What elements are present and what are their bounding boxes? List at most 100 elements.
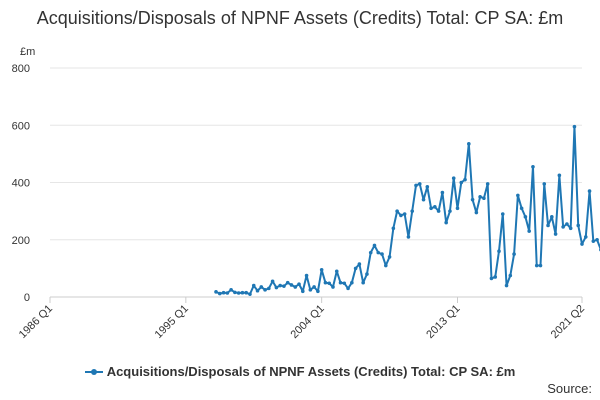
data-point: 2007 Q2: 155 (368, 250, 373, 255)
data-point: 2010 Q4: 340 (421, 197, 426, 202)
y-tick-label: 400 (12, 178, 30, 190)
data-point: 1997 Q1: 18 (214, 290, 218, 294)
data-point: 2006 Q1: 50 (350, 280, 354, 285)
x-tick-label: 2004 Q1 (288, 303, 326, 341)
data-point: 1999 Q4: 22 (255, 288, 260, 293)
data-point: 2021 Q4: 370 (587, 189, 592, 193)
data-point: 1997 Q4: 14 (225, 291, 230, 295)
y-tick-label: 600 (12, 120, 30, 132)
data-point: 2021 Q1: 250 (576, 223, 581, 228)
legend-series-label: Acquisitions/Disposals of NPNF Assets (C… (106, 364, 516, 379)
data-point: 2018 Q4: 395 (542, 182, 547, 186)
data-point: 2014 Q3: 350 (478, 195, 482, 199)
data-point: 2016 Q3: 75 (508, 273, 513, 278)
data-point: 2020 Q4: 595 (572, 124, 577, 129)
data-point: 2004 Q1: 95 (319, 268, 324, 272)
data-point: 2020 Q1: 245 (561, 225, 565, 229)
data-point: 2005 Q4: 30 (346, 286, 350, 291)
data-point: 2013 Q3: 410 (463, 177, 467, 182)
data-point: 2013 Q4: 535 (467, 142, 471, 146)
data-point: 2004 Q4: 35 (331, 285, 335, 289)
data-point: 2000 Q4: 55 (270, 279, 275, 284)
data-point: 2002 Q1: 42 (289, 283, 294, 287)
data-point: 2003 Q2: 25 (308, 288, 313, 292)
legend-marker-icon (84, 368, 103, 375)
y-tick-label: 800 (12, 63, 30, 75)
data-point: 2013 Q1: 310 (455, 206, 460, 211)
data-point: 2003 Q3: 35 (312, 285, 316, 289)
data-point: 2009 Q3: 290 (402, 212, 407, 216)
data-point: 2007 Q3: 180 (372, 243, 377, 248)
series-layer: 1997 Q1: 181997 Q2: 121997 Q3: 151997 Q4… (214, 124, 600, 296)
data-point: 2000 Q1: 35 (259, 285, 264, 289)
data-point: 2019 Q2: 280 (550, 215, 554, 219)
data-point: 2012 Q2: 260 (444, 220, 448, 225)
data-point: 2009 Q2: 285 (399, 213, 403, 218)
data-point: 2011 Q1: 385 (425, 184, 430, 189)
data-point: 2004 Q3: 48 (327, 281, 332, 286)
source-label: Source: (547, 381, 592, 396)
data-point: 2002 Q2: 35 (293, 285, 298, 289)
data-point: 2007 Q1: 80 (365, 272, 369, 276)
data-point: 2015 Q3: 70 (493, 275, 498, 279)
data-point: 1998 Q3: 14 (236, 291, 241, 295)
data-point: 2018 Q3: 110 (538, 263, 543, 268)
data-point: 1998 Q1: 25 (229, 288, 233, 292)
data-point: 1997 Q3: 15 (221, 290, 226, 295)
data-point: 2010 Q2: 390 (414, 183, 418, 188)
data-point: 2020 Q2: 255 (565, 222, 569, 226)
data-point: 1999 Q1: 15 (244, 290, 248, 295)
data-point: 2000 Q3: 30 (267, 286, 271, 291)
data-point: 2003 Q1: 75 (304, 273, 309, 278)
data-point: 2011 Q2: 310 (429, 206, 433, 211)
data-point: 2008 Q3: 140 (387, 255, 392, 259)
data-point: 2005 Q3: 48 (342, 281, 347, 286)
data-point: 2013 Q2: 400 (459, 180, 464, 185)
data-point: 2011 Q3: 315 (433, 205, 437, 209)
data-point: 2008 Q2: 110 (384, 263, 388, 268)
y-axis: 0 200 400 600 800 (12, 63, 30, 304)
data-point: 2018 Q2: 110 (534, 263, 539, 268)
data-point: 2009 Q1: 300 (395, 209, 399, 213)
data-point: 2016 Q1: 290 (500, 212, 505, 216)
data-point: 2008 Q4: 240 (391, 226, 396, 231)
data-point: 2011 Q4: 300 (436, 209, 441, 213)
legend: Acquisitions/Disposals of NPNF Assets (C… (0, 364, 600, 379)
data-point: 2010 Q3: 395 (417, 182, 422, 186)
data-point: 2022 Q1: 195 (591, 239, 596, 243)
data-point: 2012 Q1: 365 (440, 190, 445, 195)
data-point: 2022 Q2: 200 (595, 237, 599, 242)
data-point: 2014 Q1: 340 (470, 197, 475, 202)
data-point: 2021 Q3: 210 (583, 235, 588, 239)
chart-title: Acquisitions/Disposals of NPNF Assets (C… (36, 8, 564, 28)
data-point: 2008 Q1: 150 (380, 252, 384, 256)
data-point: 2009 Q4: 210 (406, 235, 411, 239)
data-point: 2007 Q4: 155 (376, 250, 381, 255)
data-point: 2012 Q3: 300 (448, 209, 452, 213)
data-point: 2002 Q3: 45 (297, 282, 301, 286)
data-point: 2001 Q4: 50 (285, 280, 290, 285)
data-point: 2012 Q4: 415 (451, 176, 456, 181)
data-point: 2015 Q1: 395 (485, 182, 490, 186)
data-point: 2019 Q4: 425 (557, 173, 562, 178)
y-tick-label: 200 (12, 235, 30, 247)
data-point: 2015 Q4: 160 (497, 249, 501, 253)
data-point: 2006 Q3: 115 (357, 262, 362, 266)
data-point: 2017 Q4: 230 (527, 229, 531, 233)
data-point: 2003 Q4: 20 (316, 289, 320, 294)
data-point: 2010 Q1: 300 (410, 209, 415, 213)
data-point: 2017 Q3: 280 (523, 215, 528, 219)
data-point: 2016 Q2: 40 (504, 283, 509, 288)
data-point: 2019 Q1: 250 (546, 223, 550, 228)
data-point: 2019 Q3: 220 (553, 232, 558, 236)
data-point: 2001 Q2: 40 (278, 283, 282, 288)
data-point: 2015 Q2: 65 (489, 276, 494, 281)
x-tick-label: 2013 Q1 (424, 303, 462, 341)
series-line (215, 125, 600, 296)
data-point: 2005 Q2: 50 (338, 280, 343, 285)
data-point: 2005 Q1: 90 (334, 269, 339, 274)
data-point: 1997 Q2: 12 (217, 291, 222, 296)
y-tick-label: 0 (24, 292, 30, 304)
data-point: 2006 Q4: 50 (361, 280, 365, 285)
data-point: 1998 Q4: 15 (240, 290, 245, 295)
